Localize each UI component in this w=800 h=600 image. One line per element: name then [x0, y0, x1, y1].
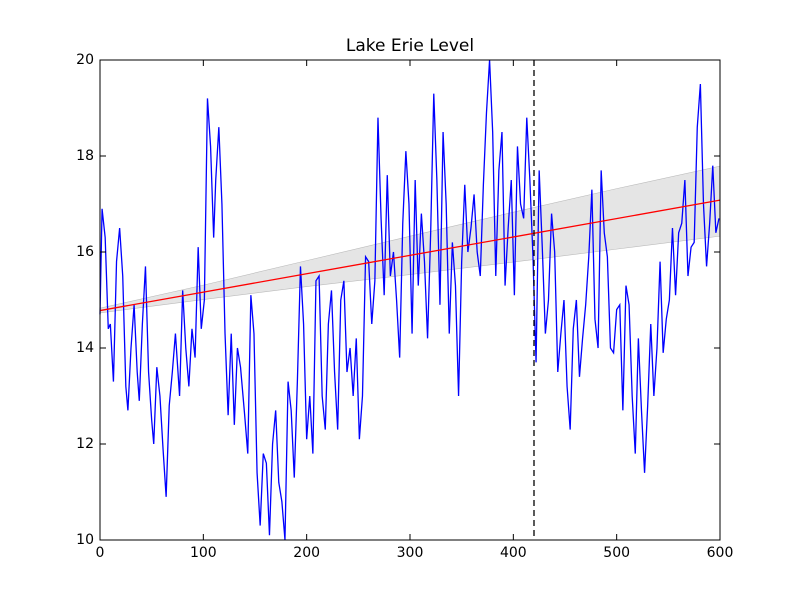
x-tick-label: 0 — [96, 545, 105, 561]
y-tick-label: 14 — [76, 340, 94, 356]
x-tick-label: 200 — [293, 545, 320, 561]
chart-title: Lake Erie Level — [346, 36, 474, 56]
y-tick-label: 16 — [76, 244, 94, 260]
y-tick-label: 12 — [76, 436, 94, 452]
x-tick-label: 500 — [603, 545, 630, 561]
y-tick-label: 20 — [76, 52, 94, 68]
x-tick-label: 100 — [190, 545, 217, 561]
x-tick-label: 600 — [707, 545, 734, 561]
x-tick-label: 300 — [397, 545, 424, 561]
trend-line — [99, 199, 721, 312]
x-tick-label: 400 — [500, 545, 527, 561]
y-tick-label: 18 — [76, 148, 94, 164]
data-line — [99, 59, 720, 541]
y-tick-label: 10 — [76, 532, 94, 548]
